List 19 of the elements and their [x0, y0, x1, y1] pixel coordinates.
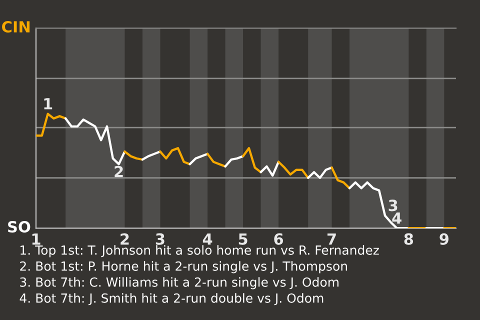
text: 1. Top 1st: T. Johnson hit a solo home run vs R. Fernandez	[20, 245, 379, 258]
x-tick-label: 6	[274, 233, 284, 245]
x-tick-label: 8	[404, 233, 414, 245]
x-tick-label: 5	[238, 233, 248, 245]
x-tick-label: 4	[202, 233, 212, 245]
x-tick-label: 7	[327, 233, 336, 245]
x-tick-label: 9	[440, 233, 449, 245]
annotation: 2	[114, 166, 123, 178]
x-tick-label: 1	[32, 233, 40, 245]
text: 3. Bot 7th: C. Williams hit a 2-run single vs J. Odom	[20, 277, 338, 290]
x-tick-label: 2	[120, 233, 129, 245]
text: 4. Bot 7th: J. Smith hit a 2-run double vs J. Odom	[20, 293, 324, 306]
annotation: 1	[44, 98, 52, 110]
text: SO	[8, 221, 30, 233]
text: 2. Bot 1st: P. Horne hit a 2-run single vs J. Thompson	[20, 261, 347, 274]
text: CIN	[2, 21, 30, 33]
annotation: 4	[392, 212, 402, 224]
x-tick-label: 3	[156, 233, 164, 245]
annotation: 3	[388, 200, 398, 212]
